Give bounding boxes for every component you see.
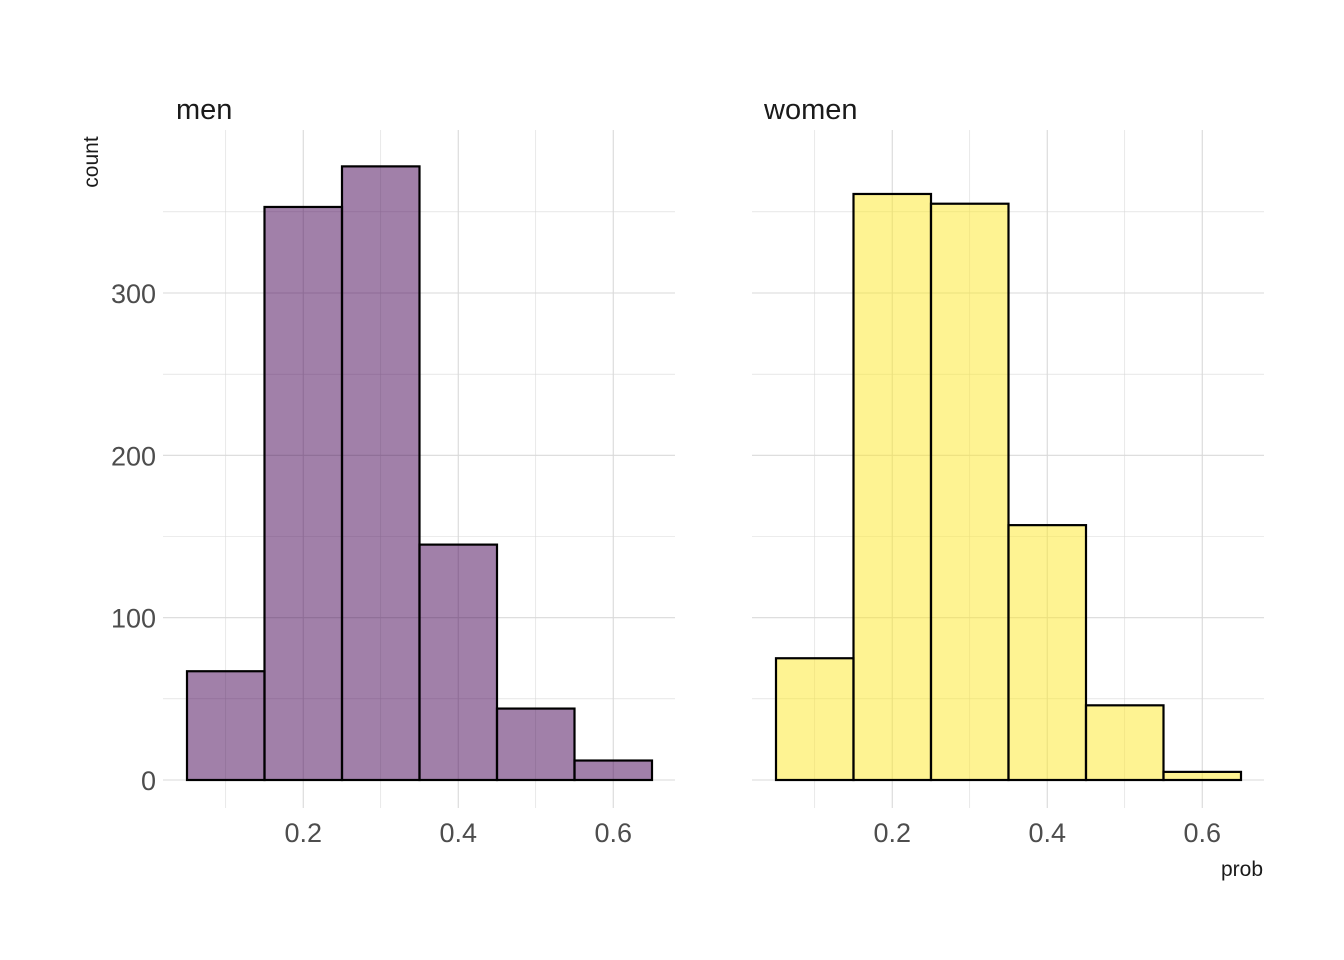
x-tick-label: 0.2 [873, 818, 911, 848]
facet-title-men: men [176, 94, 232, 126]
histogram-bar [573, 759, 654, 782]
y-tick-label: 100 [111, 604, 156, 634]
histogram-bar [929, 202, 1010, 782]
x-tick-label: 0.6 [594, 818, 632, 848]
histogram-bar [774, 657, 855, 782]
histogram-bar [1162, 770, 1243, 782]
x-axis-title: prob [1221, 858, 1263, 881]
y-tick-label: 200 [111, 441, 156, 471]
x-tick-label: 0.4 [439, 818, 477, 848]
histogram-bar [852, 192, 933, 782]
histogram-bar [1084, 704, 1165, 782]
x-tick-label: 0.4 [1028, 818, 1066, 848]
x-tick-label: 0.2 [284, 818, 322, 848]
facet-title-women: women [763, 94, 858, 126]
y-tick-label: 300 [111, 279, 156, 309]
x-tick-label: 0.6 [1183, 818, 1221, 848]
y-tick-label: 0 [141, 766, 156, 796]
histogram-bar [340, 165, 421, 782]
histogram-bar [263, 205, 344, 782]
histogram-bar [418, 543, 499, 782]
histogram-bar [1007, 524, 1088, 782]
facet-panel-men: 0.2 0.4 0.6 0 100 200 300 [111, 130, 675, 848]
facet-panel-women: 0.2 0.4 0.6 [752, 130, 1264, 848]
histogram-bar [185, 670, 266, 782]
histogram-bar [495, 707, 576, 782]
y-axis-title: count [80, 136, 103, 188]
